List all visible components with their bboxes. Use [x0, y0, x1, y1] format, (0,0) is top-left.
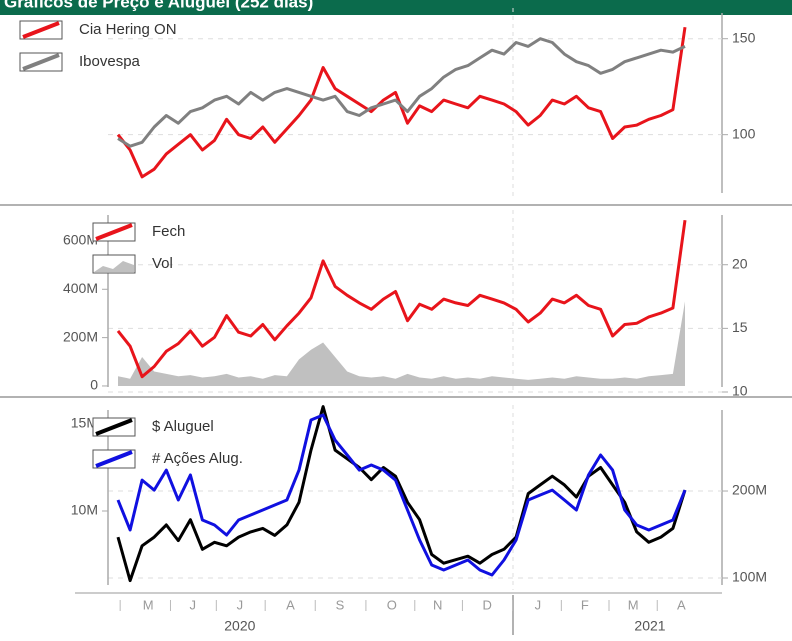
x-tick-label: S	[336, 597, 345, 612]
chart-title: Gráficos de Preço e Aluguel (252 dias)	[4, 0, 313, 11]
y-tick-label: 200M	[732, 482, 767, 498]
legend-swatch	[95, 450, 133, 468]
legend-swatch	[22, 21, 60, 39]
x-tick-label: M	[628, 597, 639, 612]
x-tick-label: J	[535, 597, 542, 612]
legend-label: Cia Hering ON	[79, 21, 177, 38]
area	[118, 301, 685, 386]
x-tick-label: A	[286, 597, 295, 612]
line	[116, 26, 687, 179]
y-tick-label: 100	[732, 125, 756, 141]
x-tick-label: D	[482, 597, 491, 612]
legend-swatch	[94, 261, 134, 272]
x-tick-label: J	[190, 597, 197, 612]
y-tick-label: 150	[732, 29, 756, 45]
x-tick-label: O	[387, 597, 397, 612]
legend-label: Ibovespa	[79, 53, 141, 70]
y-tick-label: 10	[732, 383, 748, 399]
x-tick-label: M	[143, 597, 154, 612]
y-tick-label: 200M	[63, 328, 98, 344]
y-tick-label: 100M	[732, 569, 767, 585]
line	[117, 37, 686, 148]
y-tick-label: 15M	[71, 415, 98, 431]
line	[116, 219, 687, 379]
line	[116, 405, 687, 583]
x-tick-label: N	[433, 597, 442, 612]
y-tick-label: 600M	[63, 232, 98, 248]
line	[116, 413, 687, 577]
y-tick-label: 0	[90, 377, 98, 393]
legend-label: # Ações Alug.	[152, 450, 243, 467]
legend-label: Vol	[152, 255, 173, 272]
year-label: 2020	[224, 618, 255, 634]
title-bar	[0, 0, 792, 15]
year-label: 2021	[634, 618, 665, 634]
y-tick-label: 400M	[63, 280, 98, 296]
y-tick-label: 10M	[71, 502, 98, 518]
x-tick-label: F	[581, 597, 589, 612]
legend-swatch	[95, 223, 133, 241]
x-tick-label: J	[237, 597, 244, 612]
x-tick-label: A	[677, 597, 686, 612]
legend-swatch	[95, 418, 133, 436]
legend-label: Fech	[152, 223, 185, 240]
y-tick-label: 20	[732, 255, 748, 271]
legend-label: $ Aluguel	[152, 418, 214, 435]
y-tick-label: 15	[732, 319, 748, 335]
legend-swatch	[22, 53, 60, 71]
